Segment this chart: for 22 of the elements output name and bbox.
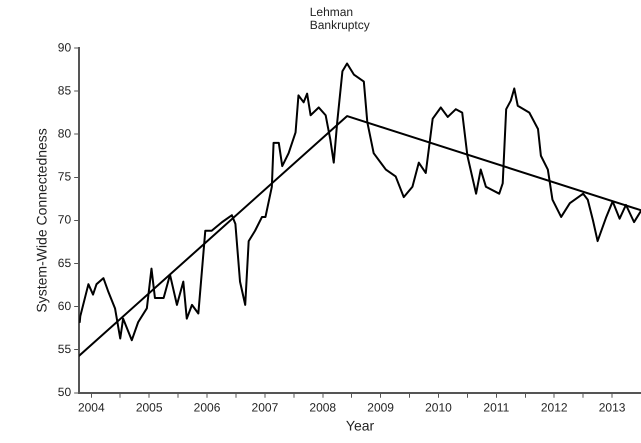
- x-tick-label: 2005: [136, 400, 163, 414]
- y-axis-title: System-Wide Connectedness: [33, 128, 50, 313]
- y-tick-label: 85: [58, 83, 72, 98]
- x-tick-label: 2006: [194, 400, 221, 414]
- y-tick-label: 90: [58, 40, 72, 54]
- y-tick-label: 65: [58, 256, 72, 270]
- x-tick-label: 2011: [483, 400, 510, 414]
- x-axis-title: Year: [346, 417, 375, 434]
- text: Lehman Bankruptcy: [310, 5, 370, 32]
- x-tick-label: 2007: [252, 400, 279, 414]
- y-tick-label: 60: [58, 298, 72, 313]
- y-tick-label: 80: [58, 126, 72, 141]
- x-tick-label: 2008: [309, 400, 336, 414]
- y-tick-label: 55: [58, 342, 72, 356]
- x-tick-label: 2013: [598, 400, 626, 414]
- x-tick-label: 2012: [540, 400, 568, 414]
- y-tick-label: 50: [58, 385, 72, 400]
- x-tick-label: 2004: [78, 400, 105, 414]
- x-tick-label: 2009: [367, 400, 394, 414]
- y-tick-label: 70: [58, 212, 72, 227]
- y-tick-label: 75: [58, 170, 72, 184]
- x-tick-label: 2010: [425, 400, 452, 414]
